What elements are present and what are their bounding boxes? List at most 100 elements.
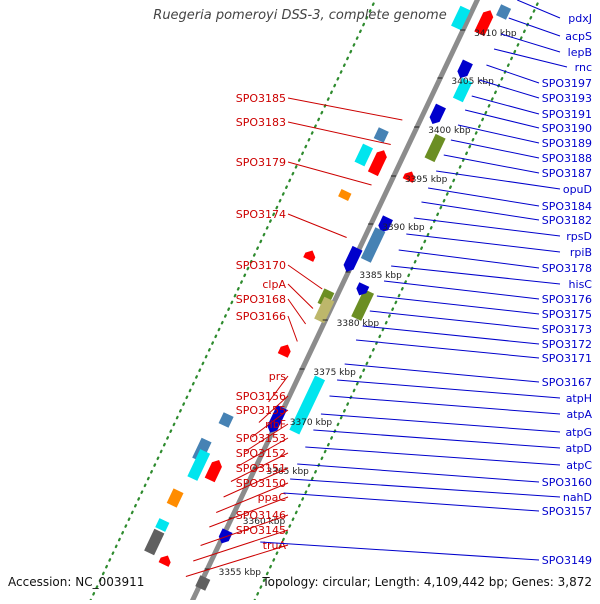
right-gene-label: atpA: [566, 408, 592, 421]
left-gene-label: SPO3152: [236, 447, 286, 460]
map-title: Ruegeria pomeroyi DSS-3, complete genome: [153, 8, 447, 23]
gene-block-26: [204, 460, 222, 483]
left-callout-line: [251, 409, 289, 438]
right-gene-label: lepB: [568, 46, 592, 59]
left-gene-label: SPO3150: [236, 477, 286, 490]
right-callout-line: [355, 339, 540, 359]
right-callout-line: [297, 463, 540, 483]
right-gene-label: rpsD: [566, 230, 592, 243]
left-callout-line: [238, 437, 289, 467]
left-callout-line: [209, 496, 289, 528]
gene-block-9: [367, 150, 387, 177]
gene-block-1: [451, 5, 471, 31]
scale-label: 3355 kbp: [219, 568, 262, 578]
right-gene-label: SPO3184: [542, 200, 592, 213]
accession-text: Accession: NC_003911: [8, 575, 145, 589]
gene-block-28: [144, 528, 165, 556]
right-callout-line: [486, 64, 540, 84]
left-gene-label: SPO3185: [236, 92, 286, 105]
left-callout-line: [268, 375, 289, 403]
left-gene-label: truA: [263, 539, 287, 552]
outer-right-guide: [251, 0, 541, 604]
right-gene-label: SPO3157: [542, 505, 592, 518]
right-gene-label: SPO3189: [542, 137, 592, 150]
right-gene-label: rnc: [575, 61, 592, 74]
right-callout-line: [443, 154, 540, 174]
gene-block-19: [356, 282, 370, 296]
left-callout-line: [287, 298, 307, 325]
right-gene-label: atpG: [565, 426, 592, 439]
scale-label: 3360 kbp: [243, 517, 286, 527]
outer-left-guide: [87, 0, 377, 604]
gene-block-21: [289, 375, 326, 435]
right-callout-line: [362, 325, 540, 345]
left-callout-line: [287, 97, 403, 121]
gene-block-7: [373, 127, 389, 143]
scale-label: 3405 kbp: [451, 77, 494, 87]
left-gene-label: SPO3183: [236, 116, 286, 129]
left-gene-label: SPO3168: [236, 293, 286, 306]
scale-label: 3365 kbp: [266, 467, 309, 477]
right-callout-line: [369, 310, 540, 330]
gene-block-5: [429, 103, 446, 125]
gene-block-25: [187, 449, 211, 481]
right-callout-line: [398, 249, 540, 269]
left-gene-label: SPO3166: [236, 310, 286, 323]
left-callout-line: [287, 213, 347, 238]
left-gene-label: SPO3151: [236, 462, 286, 475]
right-callout-line: [283, 492, 540, 512]
genome-backbone: [188, 0, 481, 604]
gene-block-29: [155, 518, 170, 532]
left-callout-line: [230, 452, 289, 482]
left-gene-label: SPO3155: [236, 404, 286, 417]
right-callout-line: [260, 541, 540, 561]
right-gene-label: SPO3167: [542, 376, 592, 389]
right-callout-line: [493, 48, 568, 68]
right-callout-line: [320, 413, 561, 433]
scale-label: 3395 kbp: [405, 175, 448, 185]
right-gene-label: atpH: [566, 392, 592, 405]
right-callout-line: [436, 170, 561, 190]
left-callout-line: [287, 161, 372, 186]
right-callout-line: [344, 363, 540, 383]
left-callout-line: [223, 467, 289, 498]
right-callout-line: [313, 429, 561, 449]
right-gene-label: SPO3171: [542, 352, 592, 365]
gene-block-13: [360, 227, 386, 263]
right-gene-label: SPO3173: [542, 323, 592, 336]
gene-block-11: [338, 189, 352, 201]
right-gene-label: SPO3182: [542, 214, 592, 227]
right-callout-line: [305, 446, 561, 466]
left-gene-label: SPO3153: [236, 432, 286, 445]
gene-block-18: [351, 289, 375, 321]
right-callout-line: [406, 233, 561, 253]
left-callout-line: [258, 395, 289, 423]
right-callout-line: [517, 0, 561, 19]
gene-block-6: [424, 133, 446, 163]
right-gene-label: hisC: [569, 278, 593, 291]
left-gene-label: SPO3170: [236, 259, 286, 272]
left-callout-line: [193, 529, 289, 562]
right-gene-label: SPO3190: [542, 122, 592, 135]
right-gene-label: SPO3176: [542, 293, 592, 306]
left-callout-line: [244, 423, 289, 452]
scale-label: 3385 kbp: [359, 271, 402, 281]
gene-block-23: [218, 412, 234, 428]
gene-block-27: [166, 488, 184, 508]
left-gene-label: SPO3145: [236, 524, 286, 537]
left-gene-label: SPO3174: [236, 208, 286, 221]
right-callout-line: [421, 201, 540, 221]
left-callout-line: [200, 514, 289, 546]
right-callout-line: [479, 79, 540, 99]
scale-label: 3380 kbp: [337, 319, 380, 329]
scale-label: 3410 kbp: [474, 29, 517, 39]
left-gene-label: SPO3146: [236, 509, 286, 522]
gene-block-3: [457, 59, 473, 79]
right-gene-label: SPO3191: [542, 108, 592, 121]
right-gene-label: rpiB: [570, 246, 592, 259]
left-callout-line: [287, 315, 298, 342]
left-gene-label: SPO3156: [236, 390, 286, 403]
topology-text: Topology: circular; Length: 4,109,442 bp…: [262, 575, 592, 589]
